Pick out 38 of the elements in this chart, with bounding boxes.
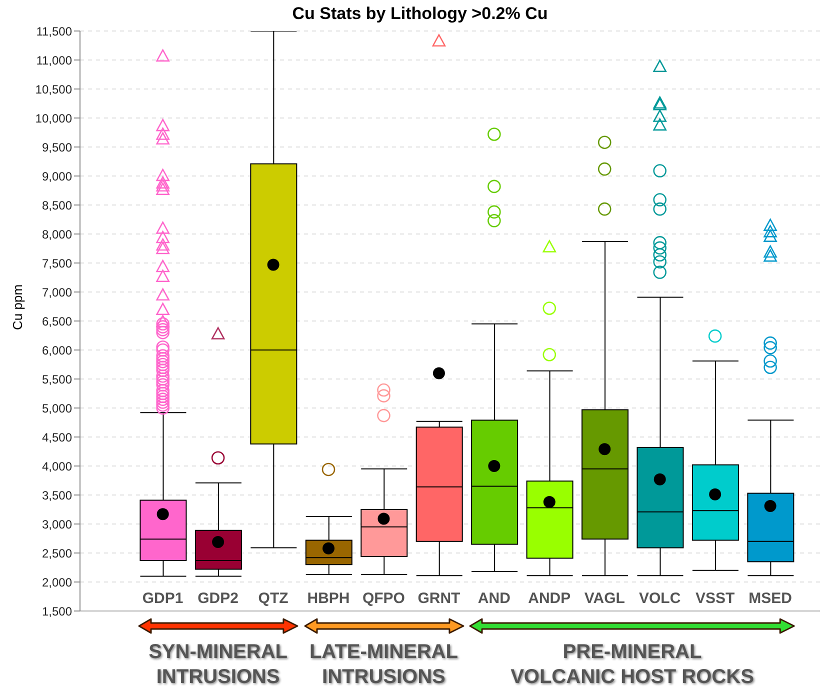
x-tick-label: VSST — [695, 590, 735, 607]
y-tick-label: 8,000 — [42, 227, 72, 242]
y-tick-label: 3,500 — [42, 488, 72, 502]
chart-title: Cu Stats by Lithology >0.2% Cu — [291, 4, 549, 24]
y-tick-label: 11,000 — [36, 53, 72, 68]
y-tick-label: 11,500 — [36, 24, 72, 38]
y-tick-label: 7,500 — [42, 256, 72, 270]
y-tick-label: 4,000 — [42, 459, 72, 474]
y-tick-label: 2,500 — [42, 546, 72, 560]
y-tick-label: 2,000 — [42, 575, 72, 590]
text: LATE-MINERAL INTRUSIONS — [309, 641, 458, 688]
x-tick-label: QTZ — [258, 590, 288, 607]
y-tick-label: 1,500 — [42, 604, 72, 618]
x-tick-label: MSED — [748, 590, 792, 607]
x-tick-label: GDP2 — [198, 590, 238, 607]
y-tick-label: 4,500 — [42, 430, 72, 444]
x-tick-label: VOLC — [639, 590, 681, 607]
x-tick-label: GDP1 — [142, 590, 184, 607]
x-tick-label: ANDP — [528, 590, 571, 607]
text: SYN-MINERAL INTRUSIONS — [148, 641, 288, 688]
x-tick-label: QFPO — [362, 590, 406, 607]
y-tick-label: 7,000 — [42, 285, 72, 300]
y-tick-label: 9,000 — [42, 169, 72, 184]
y-tick-label: 8,500 — [42, 198, 72, 212]
y-tick-label: 5,500 — [42, 372, 72, 386]
x-tick-label: HBPH — [307, 590, 350, 607]
y-tick-label: 10,500 — [35, 82, 72, 96]
y-axis-title: Cu ppm — [10, 284, 25, 330]
y-tick-label: 5,000 — [42, 401, 72, 416]
x-tick-label: VAGL — [584, 590, 625, 607]
x-tick-label: GRNT — [418, 590, 460, 607]
y-tick-label: 10,000 — [35, 111, 72, 126]
y-tick-label: 6,500 — [42, 314, 72, 328]
y-tick-label: 9,500 — [42, 140, 72, 154]
x-tick-label: AND — [478, 590, 511, 607]
y-tick-label: 6,000 — [42, 343, 72, 358]
text: PRE-MINERAL VOLCANIC HOST ROCKS — [510, 640, 755, 690]
y-tick-label: 3,000 — [42, 517, 72, 532]
